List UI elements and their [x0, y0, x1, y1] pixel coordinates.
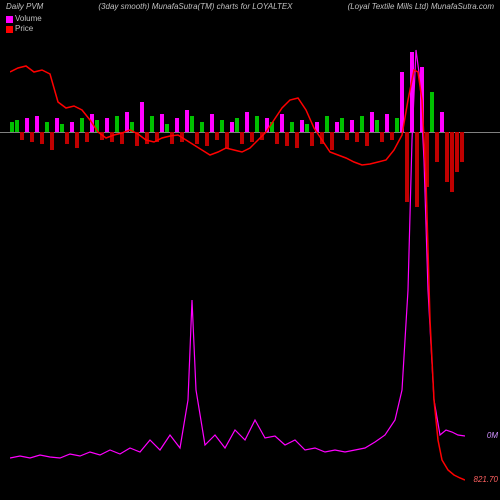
- price-end-label: 821.70: [474, 475, 498, 484]
- chart-header: Daily PVM (3day smooth) MunafaSutra(TM) …: [0, 0, 500, 13]
- chart-plot-area: [10, 40, 465, 490]
- volume-swatch-icon: [6, 16, 13, 23]
- chart-svg: [10, 40, 465, 490]
- header-right: (Loyal Textile Mills Ltd) MunafaSutra.co…: [348, 2, 494, 11]
- legend-label: Price: [15, 24, 33, 34]
- legend-item-volume: Volume: [6, 14, 42, 24]
- price-swatch-icon: [6, 26, 13, 33]
- volume-end-label: 0M: [487, 431, 498, 440]
- legend-item-price: Price: [6, 24, 42, 34]
- legend-label: Volume: [15, 14, 42, 24]
- header-left: Daily PVM: [6, 2, 43, 11]
- chart-legend: Volume Price: [6, 14, 42, 34]
- header-center: (3day smooth) MunafaSutra(TM) charts for…: [98, 2, 292, 11]
